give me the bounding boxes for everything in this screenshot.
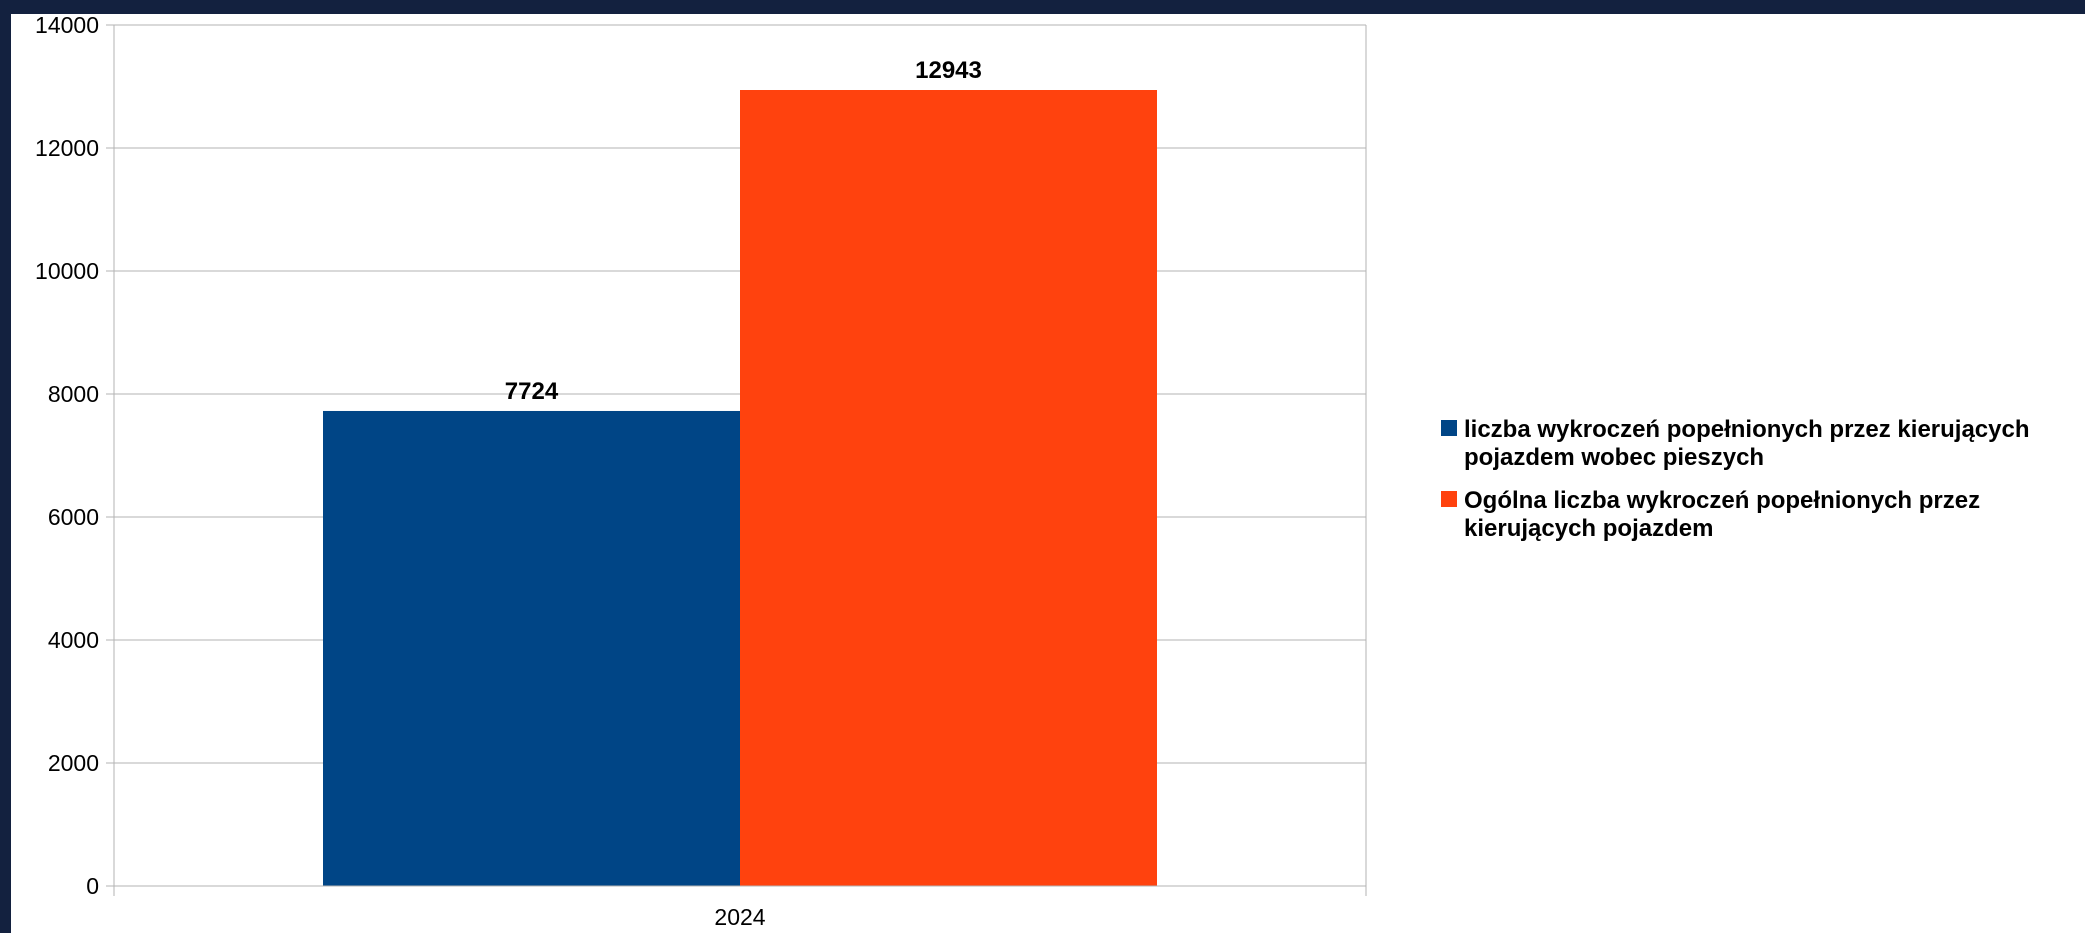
legend-item-total-offences: Ogólna liczba wykroczeń popełnionych prz… xyxy=(1441,487,2085,543)
legend-label-line: kierujących pojazdem xyxy=(1464,515,1714,542)
legend-item-pedestrian-offences: liczba wykroczeń popełnionych przez kier… xyxy=(1441,416,2085,472)
y-tick-label: 12000 xyxy=(35,135,99,161)
legend-label: liczba wykroczeń popełnionych przez kier… xyxy=(1464,416,2085,472)
bar xyxy=(323,410,740,886)
legend-label-line: pojazdem wobec pieszych xyxy=(1464,444,1765,471)
chart-panel: 0 2000 4000 6000 8000 10000 12000 14000 2024 772… xyxy=(11,14,2085,933)
bar xyxy=(740,90,1157,887)
bar-chart: 0 2000 4000 6000 8000 10000 12000 14000 2024 772… xyxy=(35,14,1367,930)
data-label: 7724 xyxy=(505,378,559,405)
y-tick-label: 8000 xyxy=(48,381,99,407)
y-tick-label: 4000 xyxy=(48,627,99,653)
legend-label: Ogólna liczba wykroczeń popełnionych prz… xyxy=(1464,487,2085,543)
data-label: 12943 xyxy=(915,57,982,84)
x-tick-label: 2024 xyxy=(714,904,765,930)
data-labels: 7724 12943 xyxy=(505,57,982,405)
legend-swatch-orange xyxy=(1441,491,1457,507)
bars xyxy=(323,90,1157,887)
legend-swatch-blue xyxy=(1441,420,1457,436)
y-tick-label: 0 xyxy=(86,873,99,899)
axes: 0 2000 4000 6000 8000 10000 12000 14000 2024 xyxy=(35,14,1367,930)
legend-label-line: Ogólna liczba wykroczeń popełnionych prz… xyxy=(1464,487,1981,514)
y-tick-label: 14000 xyxy=(35,14,99,38)
legend-label-line: liczba wykroczeń popełnionych przez kier… xyxy=(1464,416,2030,443)
y-tick-label: 6000 xyxy=(48,504,99,530)
y-tick-label: 10000 xyxy=(35,258,99,284)
y-tick-label: 2000 xyxy=(48,750,99,776)
